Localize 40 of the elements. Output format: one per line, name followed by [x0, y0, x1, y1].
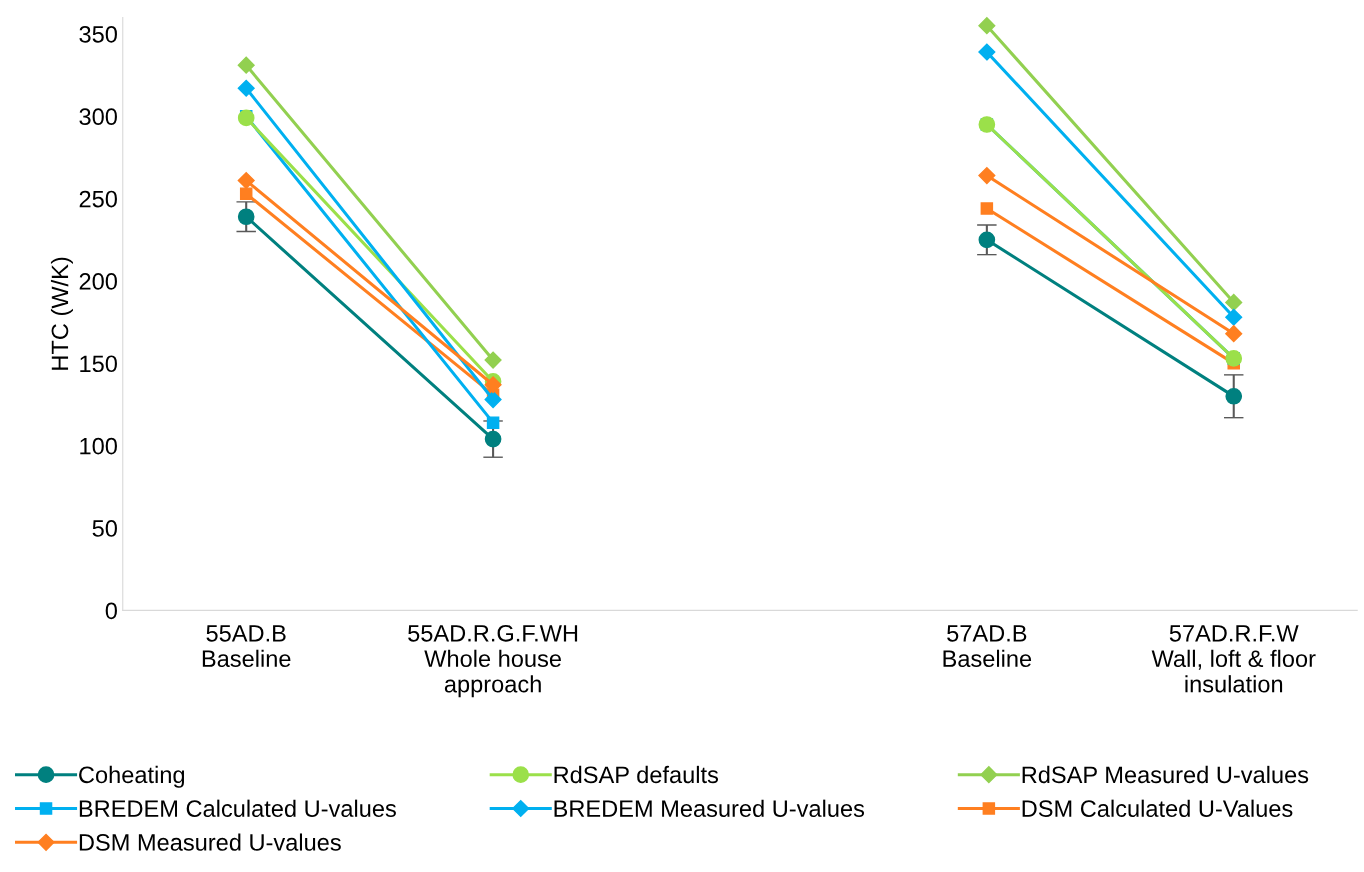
y-tick-label: 200 — [79, 273, 117, 290]
point — [237, 109, 255, 127]
legend-label: DSM Calculated U-Values — [1022, 799, 1293, 817]
point — [1225, 387, 1243, 405]
point — [980, 202, 994, 215]
legend-label: BREDEM Calculated U-values — [79, 799, 396, 817]
point — [978, 231, 996, 249]
legend-label: RdSAP Measured U-values — [1022, 765, 1309, 784]
y-tick-label: 150 — [80, 355, 117, 373]
y-axis-title: HTC (W/K) — [50, 257, 73, 370]
point — [1225, 325, 1243, 343]
point — [237, 56, 255, 74]
point — [978, 17, 996, 35]
point — [978, 167, 996, 185]
x-tick-label: 55AD.B Baseline — [202, 625, 291, 668]
point — [1225, 293, 1243, 311]
legend-label: Coheating — [79, 765, 185, 788]
y-tick-label: 100 — [80, 437, 117, 455]
point — [239, 187, 253, 200]
y-tick-label: 350 — [79, 25, 117, 43]
point — [1225, 308, 1243, 326]
point — [237, 208, 255, 226]
point — [484, 376, 502, 394]
legend-label: DSM Measured U-values — [79, 833, 341, 851]
x-tick-label: 57AD.R.F.W Wall, loft & floor insulation — [1151, 625, 1316, 693]
point — [237, 171, 255, 190]
point — [484, 430, 502, 448]
point — [486, 416, 500, 429]
point — [484, 351, 502, 369]
legend-label: RdSAP defaults — [554, 765, 719, 784]
y-tick-label: 0 — [105, 602, 117, 620]
x-tick-label: 55AD.R.G.F.WH Whole house approach — [408, 624, 578, 698]
y-tick-label: 250 — [79, 190, 117, 208]
x-tick-label: 57AD.B Baseline — [943, 625, 1032, 668]
legend-label: BREDEM Measured U-values — [554, 799, 865, 817]
y-tick-label: 50 — [92, 520, 117, 537]
point — [484, 391, 502, 409]
point — [237, 79, 255, 97]
y-tick-label: 300 — [79, 108, 117, 126]
point — [978, 43, 996, 61]
